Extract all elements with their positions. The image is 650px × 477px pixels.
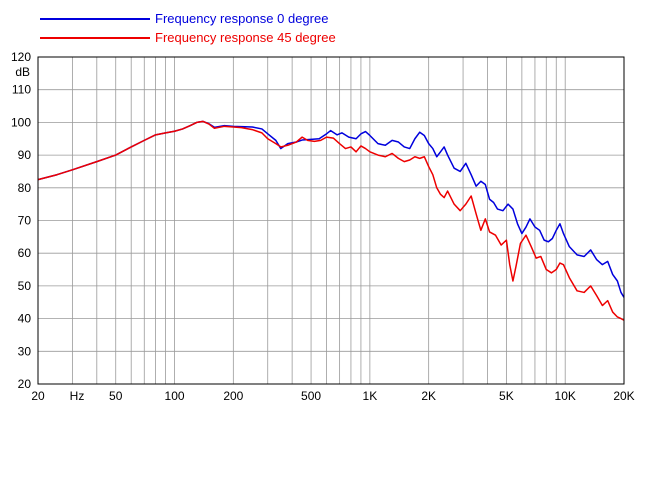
x-tick-label: 50 — [109, 389, 123, 403]
x-tick-label: 20 — [31, 389, 45, 403]
legend-label-0deg: Frequency response 0 degree — [155, 11, 328, 26]
x-tick-label: 1K — [363, 389, 378, 403]
y-tick-label: 50 — [18, 279, 32, 293]
x-tick-label: 500 — [301, 389, 321, 403]
y-tick-label: 20 — [18, 377, 32, 391]
y-axis-label: dB — [15, 65, 30, 79]
x-tick-label: 200 — [223, 389, 243, 403]
curves — [37, 120, 625, 321]
x-tick-label: 5K — [499, 389, 514, 403]
x-tick-label: 20K — [613, 389, 634, 403]
x-tick-label: 10K — [555, 389, 576, 403]
x-tick-label: 100 — [165, 389, 185, 403]
y-tick-label: 80 — [18, 181, 32, 195]
plot-frame — [37, 56, 625, 385]
y-tick-label: 120 — [11, 50, 31, 64]
legend: Frequency response 0 degree Frequency re… — [40, 11, 336, 45]
y-tick-label: 90 — [18, 148, 32, 162]
y-tick-label: 110 — [12, 83, 31, 97]
y-tick-label: 60 — [18, 246, 32, 260]
x-axis-ticks: 20 50 100 200 500 1K 2K 5K 10K 20K — [31, 389, 634, 403]
legend-label-45deg: Frequency response 45 degree — [155, 30, 336, 45]
x-axis-label: Hz — [70, 389, 85, 403]
y-tick-label: 100 — [11, 115, 31, 129]
y-axis-ticks: 20 30 40 50 60 70 80 90 100 110 120 — [11, 50, 31, 391]
y-tick-label: 40 — [18, 312, 32, 326]
series-line-45deg — [37, 120, 625, 321]
y-tick-label: 70 — [18, 214, 32, 228]
grid — [38, 57, 624, 384]
x-tick-label: 2K — [421, 389, 436, 403]
y-tick-label: 30 — [18, 344, 32, 358]
